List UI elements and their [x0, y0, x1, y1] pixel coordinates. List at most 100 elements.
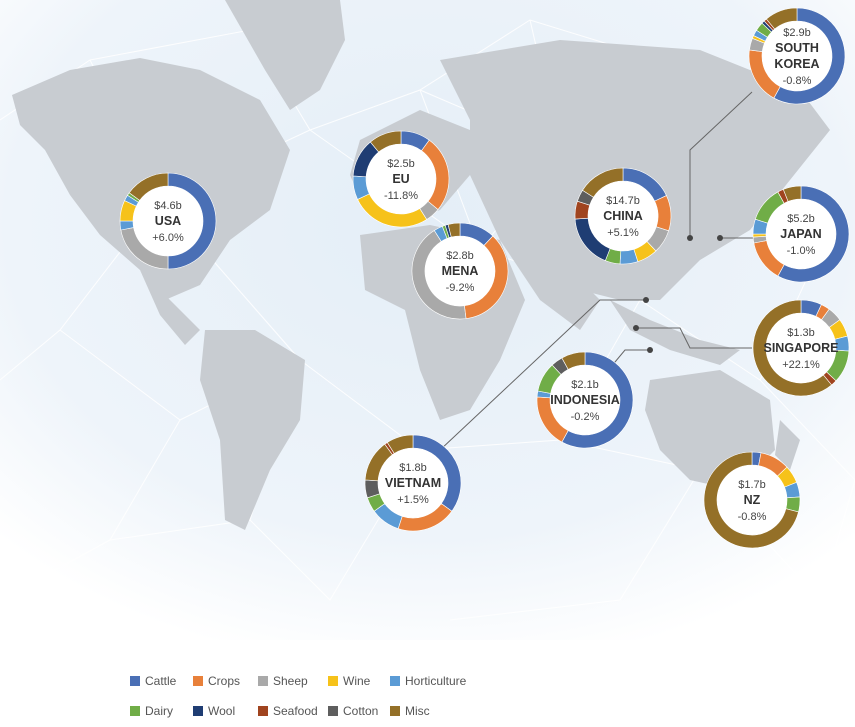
slice-vietnam-misc: [386, 434, 414, 454]
legend-item-sheep: Sheep: [258, 674, 308, 688]
slice-china-misc: [582, 167, 624, 198]
slice-south-korea-cattle: [773, 7, 846, 105]
donut-value-label: $1.7b: [738, 479, 766, 491]
leader-dots: [633, 235, 723, 353]
legend-label: Cattle: [145, 674, 177, 688]
legend-label: Seafood: [273, 704, 318, 718]
donut-background: [753, 300, 849, 396]
donut-charts: $4.6b USA +6.0% $2.5b EU -11.8% $2.8b MENA -9.2%…: [119, 7, 850, 549]
donut-singapore: $1.3b SINGAPORE +22.1%: [752, 299, 850, 397]
legend-swatch: [328, 676, 338, 686]
donut-market-name: MENA: [442, 264, 479, 278]
slice-indonesia-cattle: [561, 351, 634, 449]
legend-item-seafood: Seafood: [258, 704, 318, 718]
arabia-india: [500, 240, 600, 330]
legend-label: Misc: [405, 704, 430, 718]
legend-swatch: [328, 706, 338, 716]
donut-change-label: -0.8%: [738, 511, 767, 523]
leader-line-vietnam: [439, 299, 646, 451]
legend-label: Cotton: [343, 704, 378, 718]
legend-item-wool: Wool: [193, 704, 235, 718]
slice-south-korea-misc: [765, 7, 798, 30]
donut-background: [120, 173, 216, 269]
donut-market-name: USA: [155, 214, 181, 228]
donut-market-name: JAPAN: [780, 227, 821, 241]
legend-item-misc: Misc: [390, 704, 430, 718]
donut-mena: $2.8b MENA -9.2%: [411, 222, 509, 320]
donut-china: $14.7b CHINA +5.1%: [574, 167, 672, 265]
donut-change-label: -1.0%: [787, 245, 816, 257]
donut-background: [537, 352, 633, 448]
slice-mena-misc: [447, 222, 461, 238]
donut-change-label: -0.8%: [783, 75, 812, 87]
legend-swatch: [130, 676, 140, 686]
legend-item-dairy: Dairy: [130, 704, 173, 718]
legend-item-horticulture: Horticulture: [390, 674, 467, 688]
donut-value-label: $2.8b: [446, 250, 474, 262]
donut-value-label: $1.8b: [399, 462, 427, 474]
slice-usa-misc: [128, 172, 169, 201]
donut-market-name: VIETNAM: [385, 476, 441, 490]
south-america: [200, 330, 305, 530]
donut-market-name: SINGAPORE: [763, 341, 838, 355]
donut-background: [575, 168, 671, 264]
donut-change-label: -11.8%: [384, 190, 418, 202]
legend: Cattle Crops Sheep Wine Horticulture Dairy Woo…: [130, 674, 467, 718]
donut-background: [353, 131, 449, 227]
greenland: [225, 0, 345, 110]
southeast-asia-islands: [610, 300, 740, 365]
legend-label: Wine: [343, 674, 371, 688]
donut-eu: $2.5b EU -11.8%: [352, 130, 450, 228]
legend-item-crops: Crops: [193, 674, 240, 688]
donut-market-name: INDONESIA: [550, 393, 619, 407]
slice-japan-misc: [782, 185, 802, 202]
donut-change-label: -0.2%: [571, 411, 600, 423]
leader-line-south-korea: [689, 91, 753, 238]
legend-swatch: [390, 706, 400, 716]
leader-line-singapore: [636, 327, 752, 349]
slice-indonesia-misc: [561, 351, 586, 370]
legend-label: Wool: [208, 704, 235, 718]
slice-nz-misc: [703, 451, 799, 549]
legend-label: Dairy: [145, 704, 173, 718]
slice-eu-misc: [369, 130, 402, 153]
donut-market-name: NZ: [744, 493, 761, 507]
donut-value-label: $4.6b: [154, 200, 182, 212]
legend-swatch: [193, 676, 203, 686]
donut-value-label: $14.7b: [606, 195, 640, 207]
legend-swatch: [390, 676, 400, 686]
donut-background: [753, 186, 849, 282]
leader-lines: [439, 91, 755, 451]
donut-market-name: SOUTH: [775, 41, 819, 55]
legend-label: Sheep: [273, 674, 308, 688]
donut-background: [365, 435, 461, 531]
donut-value-label: $5.2b: [787, 213, 815, 225]
donut-change-label: +5.1%: [607, 227, 639, 239]
donut-change-label: -9.2%: [446, 282, 475, 294]
donut-change-label: +22.1%: [782, 359, 820, 371]
legend-swatch: [193, 706, 203, 716]
legend-swatch: [130, 706, 140, 716]
donut-market-name: EU: [392, 172, 409, 186]
legend-item-wine: Wine: [328, 674, 371, 688]
legend-label: Horticulture: [405, 674, 467, 688]
donut-background: [749, 8, 845, 104]
donut-market-name: CHINA: [603, 209, 643, 223]
slice-japan-wine: [752, 233, 767, 238]
donut-value-label: $1.3b: [787, 327, 815, 339]
donut-value-label: $2.9b: [783, 27, 811, 39]
legend-swatch: [258, 676, 268, 686]
nz-islands: [775, 420, 800, 470]
donut-value-label: $2.1b: [571, 379, 599, 391]
slice-japan-cattle: [777, 185, 850, 283]
legend-swatch: [258, 706, 268, 716]
legend-label: Crops: [208, 674, 240, 688]
donut-usa: $4.6b USA +6.0%: [119, 172, 217, 270]
donut-change-label: +1.5%: [397, 494, 429, 506]
donut-background: [704, 452, 800, 548]
central-america: [140, 270, 200, 345]
legend-item-cattle: Cattle: [130, 674, 177, 688]
donut-nz: $1.7b NZ -0.8%: [703, 451, 801, 549]
donut-japan: $5.2b JAPAN -1.0%: [752, 185, 850, 283]
